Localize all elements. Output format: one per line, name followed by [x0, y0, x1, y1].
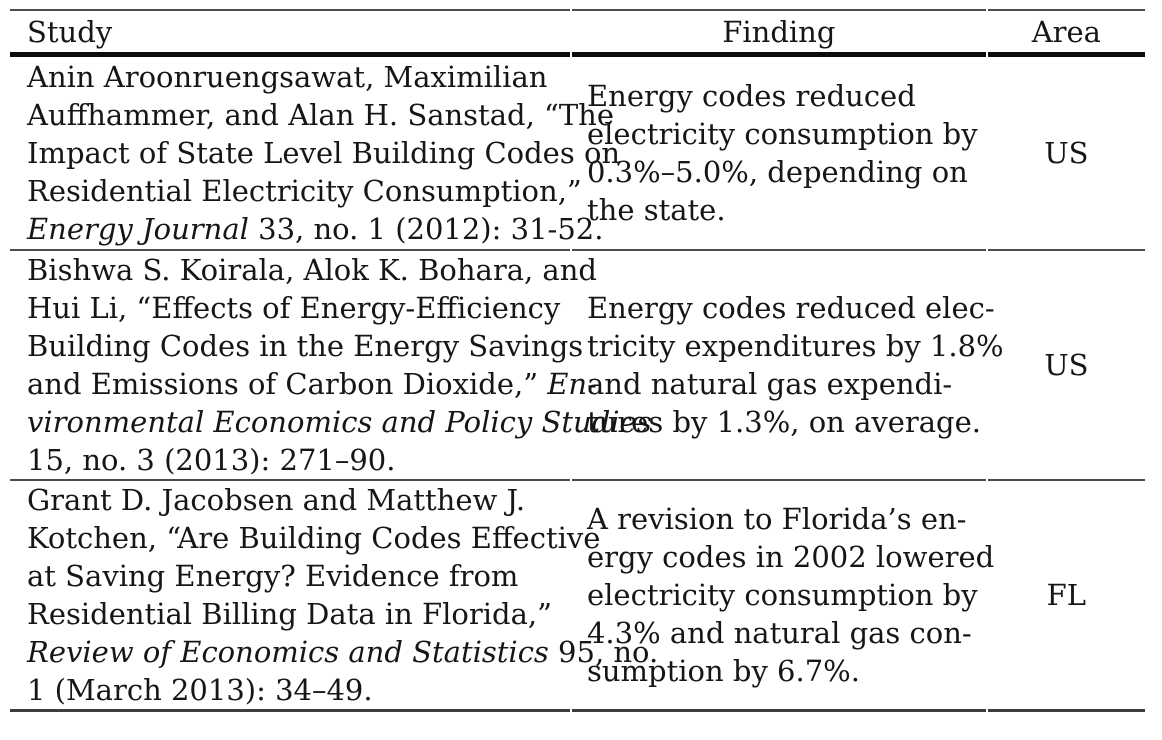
area-value: US — [987, 251, 1145, 481]
text-line: and Emissions of Carbon Dioxide,” En- — [27, 367, 597, 401]
text-line: Anin Aroonruengsawat, Maximilian — [27, 60, 548, 94]
table-row: Anin Aroonruengsawat, Maximilian Auffhamm… — [10, 57, 1145, 251]
column-header-study: Study — [10, 9, 570, 57]
text-line: at Saving Energy? Evidence from — [27, 559, 519, 593]
text-line: 15, no. 3 (2013): 271–90. — [27, 443, 396, 477]
text-line: Hui Li, “Effects of Energy-Efficiency — [27, 291, 561, 325]
text-line: electricity consumption by — [586, 117, 978, 151]
area-value: FL — [987, 481, 1145, 712]
finding-text: Energy codes reduced electricity consumpt… — [571, 57, 986, 251]
text-line: Grant D. Jacobsen and Matthew J. — [27, 483, 526, 517]
study-citation: Anin Aroonruengsawat, Maximilian Auffhamm… — [10, 57, 621, 251]
text-line: A revision to Florida’s en- — [586, 502, 967, 536]
text-line: Kotchen, “Are Building Codes Effective — [27, 521, 601, 555]
text-line: Residential Billing Data in Florida,” — [27, 597, 552, 631]
text-line: Building Codes in the Energy Savings — [27, 329, 584, 363]
text-line: 1 (March 2013): 34–49. — [27, 673, 373, 707]
finding-text: Energy codes reduced elec-tricity expend… — [571, 251, 1004, 481]
area-value: US — [987, 57, 1145, 251]
table-body: Anin Aroonruengsawat, Maximilian Auffhamm… — [10, 57, 1145, 712]
studies-table: Study Finding Area Anin Aroonruengsawat,… — [8, 9, 1147, 712]
table-header: Study Finding Area — [10, 9, 1145, 57]
text-line: Energy codes reduced elec- — [586, 291, 995, 325]
table-row: Grant D. Jacobsen and Matthew J. Kotchen,… — [10, 481, 1145, 712]
text-line: 4.3% and natural gas con- — [586, 616, 972, 650]
study-citation: Grant D. Jacobsen and Matthew J. Kotchen,… — [10, 481, 659, 712]
text-line: 0.3%–5.0%, depending on — [586, 155, 968, 189]
text-line: tures by 1.3%, on average. — [586, 405, 982, 439]
finding-text: A revision to Florida’s en-ergy codes in… — [571, 481, 995, 712]
study-citation: Bishwa S. Koirala, Alok K. Bohara, and Hu… — [10, 251, 652, 481]
text-line: sumption by 6.7%. — [586, 654, 860, 688]
text-line: electricity consumption by — [586, 578, 978, 612]
text-line: Impact of State Level Building Codes on — [27, 136, 621, 170]
text-line: Bishwa S. Koirala, Alok K. Bohara, and — [27, 253, 597, 287]
text-line: Auffhammer, and Alan H. Sanstad, “The — [27, 98, 615, 132]
text-line: Energy Journal 33, no. 1 (2012): 31-52. — [27, 212, 604, 246]
text-line: Review of Economics and Statistics 95, n… — [27, 635, 659, 669]
text-line: Residential Electricity Consumption,” — [27, 174, 582, 208]
text-line: vironmental Economics and Policy Studies — [27, 405, 652, 439]
table-row: Bishwa S. Koirala, Alok K. Bohara, and Hu… — [10, 251, 1145, 481]
header-row: Study Finding Area — [10, 9, 1145, 57]
text-line: ergy codes in 2002 lowered — [586, 540, 995, 574]
text-line: the state. — [586, 193, 726, 227]
text-line: Energy codes reduced — [586, 79, 916, 113]
column-header-finding: Finding — [571, 9, 986, 57]
text-line: and natural gas expendi- — [586, 367, 953, 401]
column-header-area: Area — [987, 9, 1145, 57]
text-line: tricity expenditures by 1.8% — [586, 329, 1004, 363]
